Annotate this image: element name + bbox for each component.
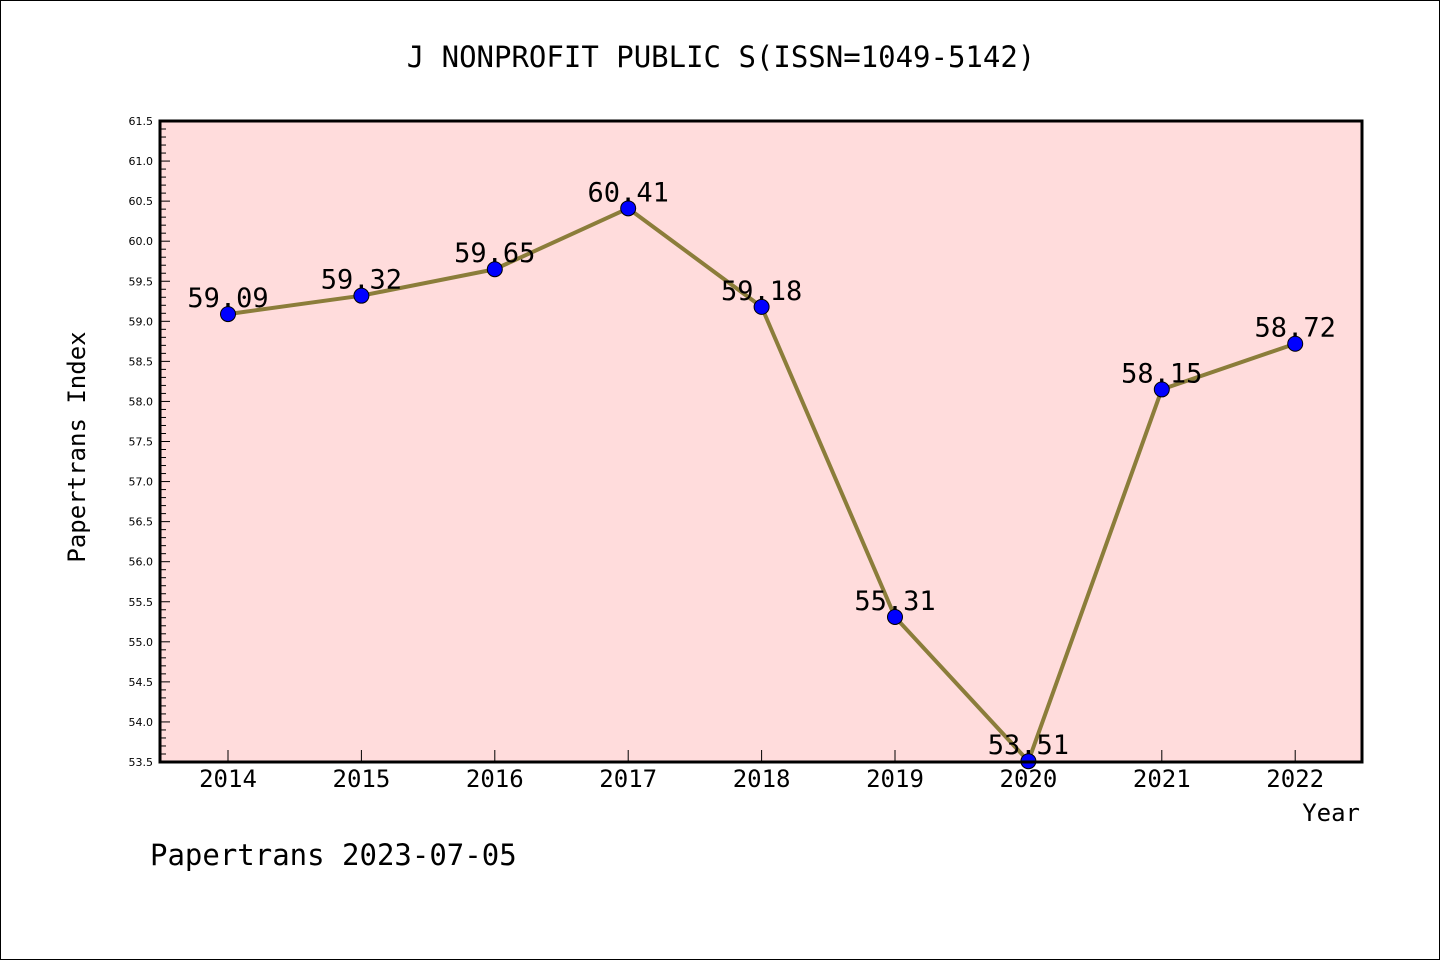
plot-area: [160, 121, 1362, 762]
x-tick-label: 2014: [199, 765, 257, 793]
chart-title: J NONPROFIT PUBLIC S(ISSN=1049-5142): [407, 40, 1036, 74]
y-tick-label: 55.0: [129, 636, 154, 649]
y-tick-label: 53.5: [129, 756, 154, 769]
y-tick-label: 54.0: [129, 716, 154, 729]
y-axis-ticks: 53.5 54.0 54.5 55.0 55.5 56.0 56.5 57.0 57.5 58.0…: [129, 115, 170, 769]
data-label: 59.32: [321, 265, 402, 296]
data-label: 58.15: [1121, 358, 1202, 389]
x-tick-label: 2015: [333, 765, 391, 793]
y-tick-label: 56.0: [129, 556, 154, 569]
data-label: 53.51: [988, 730, 1069, 761]
y-tick-label: 61.0: [129, 155, 154, 168]
data-point: [1153, 381, 1170, 398]
y-tick-label: 61.5: [129, 115, 154, 128]
data-label: 58.72: [1255, 313, 1336, 344]
x-tick-label: 2017: [599, 765, 657, 793]
y-tick-label: 54.5: [129, 676, 154, 689]
footer-credit: Papertrans 2023-07-05: [150, 838, 517, 872]
x-tick-label: 2020: [1000, 765, 1058, 793]
data-labels: 59.09 59.32 59.65 60.41 59.18 55.31 53.51 58.15…: [187, 177, 1335, 761]
plot-frame: [158, 119, 1364, 764]
data-label: 59.18: [721, 276, 802, 307]
data-label: 55.31: [854, 586, 935, 617]
x-axis-ticks: 2014 2015 2016 2017 2018 2019 2020 2021 2022: [199, 750, 1324, 793]
data-label: 59.65: [454, 238, 535, 269]
y-tick-label: 58.0: [129, 395, 154, 408]
x-tick-label: 2019: [866, 765, 924, 793]
data-point: [220, 306, 236, 323]
y-tick-label: 60.0: [129, 235, 154, 248]
y-tick-label: 56.5: [129, 516, 154, 529]
x-axis-label: Year: [1302, 799, 1360, 827]
y-axis-label: Papertrans Index: [63, 331, 91, 562]
data-point: [887, 608, 903, 625]
y-tick-label: 57.0: [129, 476, 154, 489]
data-point: [486, 261, 503, 278]
x-tick-label: 2016: [466, 765, 524, 793]
y-tick-label: 60.5: [129, 195, 154, 208]
y-tick-label: 59.5: [129, 275, 154, 288]
x-tick-label: 2021: [1133, 765, 1191, 793]
data-label: 60.41: [588, 177, 669, 208]
data-point: [353, 287, 370, 304]
data-label: 59.09: [187, 283, 268, 314]
y-tick-label: 59.0: [129, 315, 154, 328]
x-tick-label: 2018: [733, 765, 791, 793]
data-point: [1287, 335, 1304, 352]
y-tick-label: 58.5: [129, 355, 154, 368]
y-tick-label: 57.5: [129, 436, 154, 449]
data-point: [753, 298, 770, 315]
data-point: [620, 200, 637, 217]
y-tick-label: 55.5: [129, 596, 154, 609]
x-tick-label: 2022: [1266, 765, 1324, 793]
